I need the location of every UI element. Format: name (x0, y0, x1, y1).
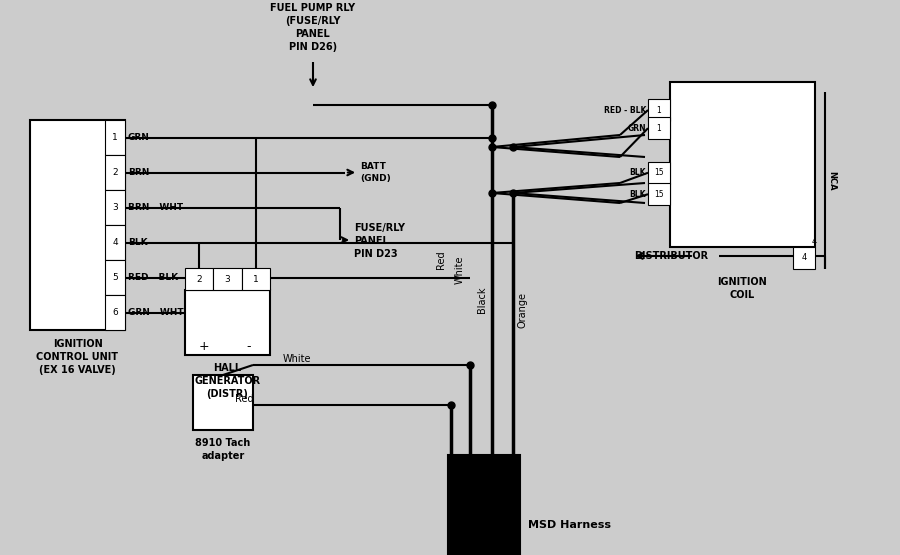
Text: Orange: Orange (518, 292, 528, 328)
Bar (105, 225, 125, 260)
Text: 15: 15 (654, 168, 664, 177)
Bar (105, 295, 125, 330)
Text: NCA: NCA (827, 171, 836, 191)
Text: 5: 5 (112, 273, 118, 282)
Text: GRN - WHT: GRN - WHT (128, 308, 184, 317)
Text: (DISTR): (DISTR) (207, 389, 248, 399)
Text: BLK: BLK (128, 238, 148, 247)
Text: 4: 4 (112, 238, 118, 247)
Text: Black: Black (477, 287, 487, 313)
Text: Red: Red (436, 251, 446, 269)
Text: 1: 1 (657, 105, 662, 114)
Text: White: White (283, 354, 311, 364)
Text: 8910 Tach: 8910 Tach (195, 438, 250, 448)
Text: PANEL: PANEL (295, 29, 330, 39)
Text: -: - (247, 341, 251, 354)
Text: 15: 15 (654, 190, 664, 199)
Text: CONTROL UNIT: CONTROL UNIT (37, 352, 119, 362)
Bar (185, 268, 213, 290)
Text: MSD Harness: MSD Harness (528, 520, 611, 530)
Text: 2: 2 (112, 168, 118, 177)
Bar (213, 268, 242, 290)
Text: BLK: BLK (629, 168, 646, 177)
Text: (GND): (GND) (360, 174, 391, 183)
Text: FUEL PUMP RLY: FUEL PUMP RLY (270, 3, 356, 13)
Bar (648, 183, 670, 205)
Text: PIN D23: PIN D23 (354, 249, 398, 259)
Text: Red: Red (235, 394, 254, 404)
Bar (648, 162, 670, 184)
Text: FUSE/RLY: FUSE/RLY (354, 223, 405, 233)
Bar (105, 155, 125, 190)
Bar (185, 290, 270, 355)
Text: BRN - WHT: BRN - WHT (128, 203, 183, 212)
Text: 3: 3 (112, 203, 118, 212)
Bar (193, 375, 253, 430)
Text: 4: 4 (812, 238, 817, 246)
Text: RED - BLK: RED - BLK (128, 273, 178, 282)
Text: RED - BLK: RED - BLK (604, 105, 646, 114)
Text: GENERATOR: GENERATOR (194, 376, 261, 386)
Text: IGNITION: IGNITION (52, 339, 103, 349)
Text: PIN D26): PIN D26) (289, 42, 338, 52)
Text: PANEL: PANEL (354, 236, 389, 246)
Text: (FUSE/RLY: (FUSE/RLY (285, 16, 341, 26)
Bar (242, 268, 270, 290)
Bar (793, 247, 815, 269)
Text: 6: 6 (112, 308, 118, 317)
Bar (105, 190, 125, 225)
Text: BRN: BRN (128, 168, 149, 177)
Bar (105, 260, 125, 295)
Text: 2: 2 (196, 275, 202, 284)
Bar (648, 117, 670, 139)
Bar (448, 455, 520, 555)
Text: BATT: BATT (360, 162, 386, 171)
Text: BLK: BLK (629, 190, 646, 199)
Text: DISTRIBUTOR: DISTRIBUTOR (634, 251, 708, 261)
Text: 3: 3 (225, 275, 230, 284)
Text: adapter: adapter (202, 451, 245, 461)
Text: +: + (198, 341, 209, 354)
Text: White: White (455, 256, 465, 284)
Text: 4: 4 (801, 254, 806, 263)
Bar (105, 120, 125, 155)
Text: COIL: COIL (730, 290, 755, 300)
Bar (670, 82, 815, 247)
Text: IGNITION: IGNITION (717, 277, 768, 287)
Text: HALL: HALL (213, 363, 241, 373)
Text: 1: 1 (253, 275, 258, 284)
Bar (648, 99, 670, 121)
Bar (30, 120, 125, 330)
Text: GRN: GRN (627, 124, 646, 133)
Text: 1: 1 (112, 133, 118, 142)
Text: 1: 1 (657, 124, 662, 133)
Text: GRN: GRN (128, 133, 150, 142)
Text: (EX 16 VALVE): (EX 16 VALVE) (39, 365, 116, 375)
